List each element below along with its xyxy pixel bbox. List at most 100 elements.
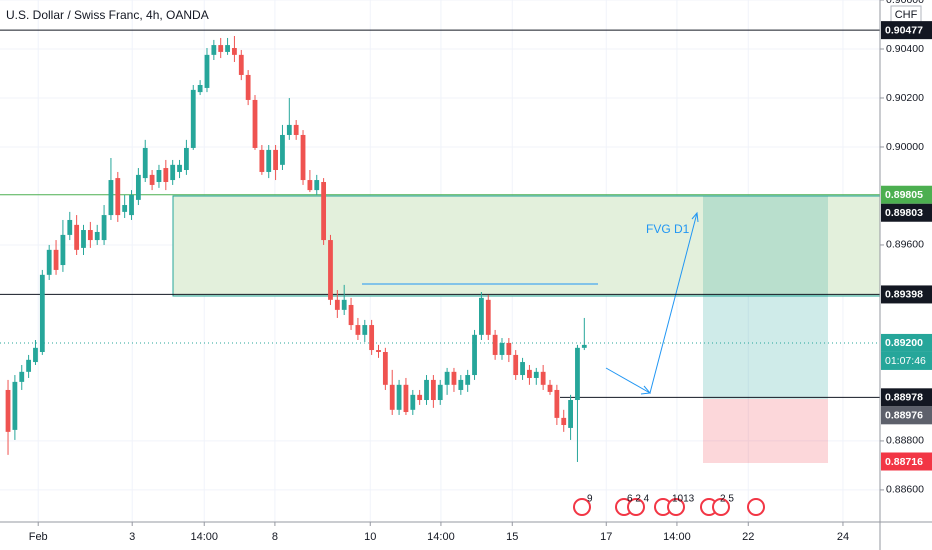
candle-body (108, 180, 114, 216)
candle-body (581, 344, 587, 348)
x-tick-label: 24 (837, 531, 849, 543)
candle-body (362, 325, 368, 335)
price-label: 0.88716 (885, 456, 923, 468)
price-label: 0.88976 (885, 410, 923, 422)
price-label-box (881, 285, 932, 304)
candle-body (183, 147, 189, 170)
levels (0, 29, 880, 398)
candle-body (135, 174, 141, 200)
x-tick-label: 15 (506, 531, 518, 543)
candle-body (424, 379, 429, 401)
candle-body (12, 381, 18, 430)
price-label-box (881, 185, 932, 204)
candle-body (190, 89, 196, 148)
price-label-box (881, 21, 932, 40)
candle-body (218, 45, 224, 52)
event-count: 1013 (672, 494, 695, 505)
candle-body (444, 371, 450, 385)
position-loss (703, 399, 828, 463)
candle-body (458, 379, 464, 390)
candle-body (389, 384, 395, 410)
candle-body (533, 371, 539, 378)
candle-body (94, 231, 100, 241)
candle-body (225, 45, 230, 52)
price-label: 0.89200 (885, 337, 923, 349)
candle-body (115, 178, 121, 216)
candle-body (396, 384, 402, 410)
candle-body (170, 164, 176, 181)
candle-body (286, 124, 292, 135)
candle-body (506, 342, 512, 355)
candle-body (19, 371, 25, 382)
candle-body (53, 249, 59, 270)
candle-body (39, 274, 45, 353)
price-label-box (881, 406, 932, 425)
candle-body (410, 394, 416, 410)
candle-body (87, 230, 93, 241)
candle-body (74, 224, 80, 250)
candle-body (513, 354, 519, 376)
candle-body (355, 325, 361, 335)
position-profit (703, 196, 828, 399)
x-tick-label: 14:00 (663, 531, 691, 543)
candle-body (547, 384, 553, 392)
candle-body (232, 48, 237, 55)
candle-body (122, 205, 128, 212)
candle-body (382, 352, 388, 385)
y-tick-label: 0.90400 (886, 43, 924, 55)
candle-body (348, 304, 354, 326)
annotation: FVG D1 (646, 222, 690, 236)
price-label-box (881, 203, 932, 222)
x-tick-label: Feb (29, 531, 48, 543)
candle-body (259, 149, 265, 172)
event-icon (627, 498, 645, 516)
candle-body (575, 347, 580, 401)
price-label-box (881, 388, 932, 407)
x-tick-label: 10 (364, 531, 376, 543)
candle-body (280, 134, 285, 165)
candle-body (46, 249, 52, 275)
y-tick-label: 0.88600 (886, 484, 924, 496)
candle-body (485, 299, 491, 335)
price-label-box (881, 333, 932, 352)
candle-body (520, 362, 525, 376)
candle-body (314, 180, 320, 191)
arrow-head (640, 385, 651, 395)
candle-body (568, 400, 573, 428)
candle-body (341, 299, 347, 310)
y-tick-label: 0.90000 (886, 141, 924, 153)
candle-body (67, 219, 73, 235)
candle-body (465, 375, 471, 385)
price-label: 0.90477 (885, 24, 923, 36)
candle-body (252, 99, 258, 148)
price-label-box (881, 452, 932, 471)
candle-body (149, 174, 155, 185)
candle-body (197, 84, 203, 93)
candle-body (334, 299, 340, 310)
candle-body (5, 389, 11, 432)
axis-labels: 0.90600 0.90400 0.90200 0.90000 0.89600 0.888… (29, 0, 932, 543)
candle-body (561, 417, 567, 425)
arrow-head (691, 211, 699, 223)
candle-body (101, 215, 107, 241)
x-tick-label: 14:00 (190, 531, 218, 543)
candle-body (245, 74, 251, 100)
candle-body (156, 169, 162, 183)
candle-body (492, 334, 498, 355)
candle-body (26, 359, 32, 372)
events: 9 6 2 4 1013 2 5 (573, 494, 765, 516)
price-label: 0.89803 (885, 207, 923, 219)
candle-body (266, 149, 272, 172)
candle-body (554, 389, 560, 418)
candle-body (60, 234, 66, 266)
candle-body (376, 350, 381, 353)
candle-body (211, 45, 217, 55)
price-label: 0.88978 (885, 392, 923, 404)
candle-body (238, 54, 244, 75)
x-tick-label: 3 (129, 531, 135, 543)
candle-body (81, 230, 86, 248)
candle-body (142, 147, 148, 179)
x-tick-label: 8 (272, 531, 278, 543)
currency: CHF (895, 9, 918, 21)
fvg-zone (172, 195, 881, 297)
